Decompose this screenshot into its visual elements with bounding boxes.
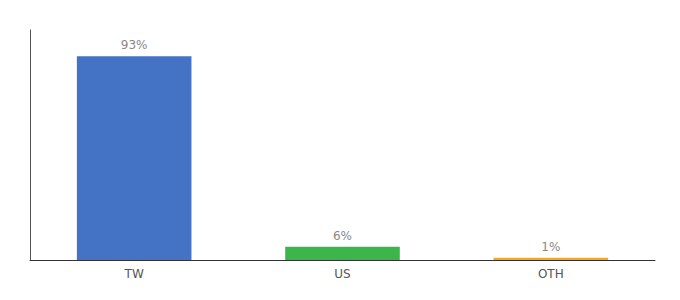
svg-text:93%: 93%: [121, 38, 148, 52]
svg-text:TW: TW: [124, 267, 144, 281]
svg-text:1%: 1%: [541, 240, 560, 254]
svg-text:OTH: OTH: [538, 267, 564, 281]
svg-text:6%: 6%: [333, 229, 352, 243]
svg-text:US: US: [334, 267, 350, 281]
